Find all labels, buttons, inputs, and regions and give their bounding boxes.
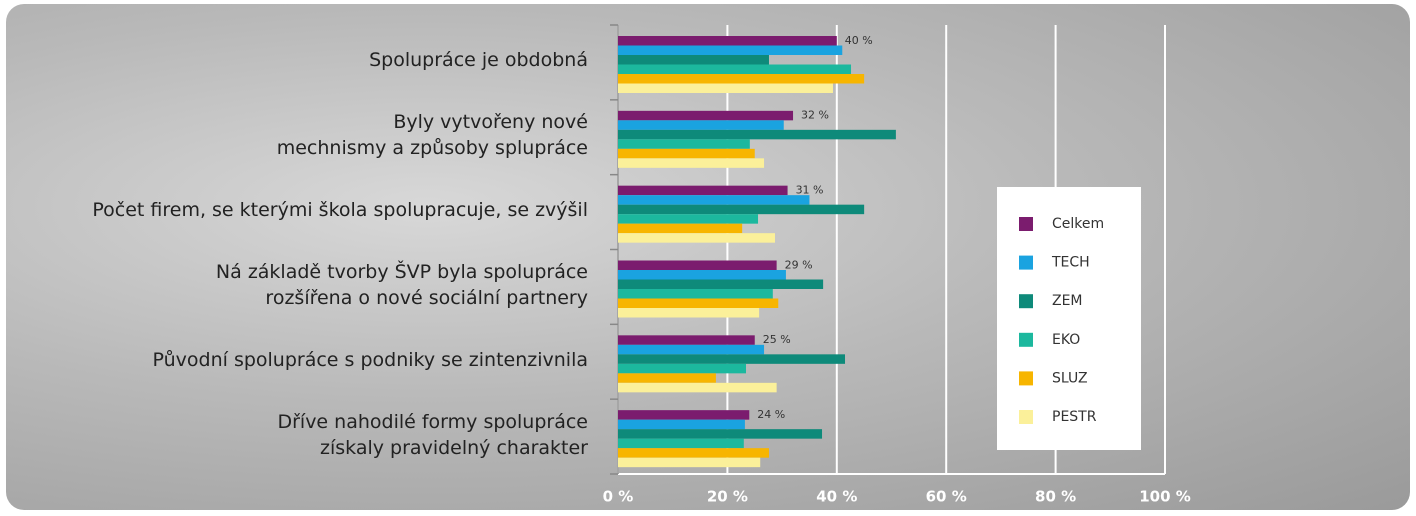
legend-swatch xyxy=(1019,333,1033,347)
bar xyxy=(618,186,788,196)
bar xyxy=(618,299,778,309)
value-label: 25 % xyxy=(763,333,791,346)
bar xyxy=(618,65,851,75)
value-label: 29 % xyxy=(785,258,813,271)
bar xyxy=(618,364,746,374)
bar xyxy=(618,214,758,224)
x-tick-label: 80 % xyxy=(1035,488,1076,506)
bar xyxy=(618,158,764,168)
value-label: 31 % xyxy=(796,183,824,196)
x-tick-label: 100 % xyxy=(1139,488,1191,506)
bar xyxy=(618,439,744,449)
x-tick-label: 60 % xyxy=(926,488,967,506)
bar xyxy=(618,458,760,468)
bar xyxy=(618,383,777,393)
bar xyxy=(618,429,822,439)
category-label: Ná základě tvorby ŠVP byla spolupráce ro… xyxy=(28,259,588,311)
x-tick-label: 40 % xyxy=(816,488,857,506)
page: 0 % 20 % 40 % 60 % 80 % 100 % 40 % 32 % 31 % 29 %… xyxy=(0,0,1416,516)
legend-swatch xyxy=(1019,294,1033,308)
bar xyxy=(618,111,793,121)
bar xyxy=(618,46,842,56)
bar xyxy=(618,74,864,84)
bar xyxy=(618,120,784,130)
bar xyxy=(618,308,759,318)
bar xyxy=(618,130,896,140)
legend-label: Celkem xyxy=(1052,216,1104,232)
legend-swatch xyxy=(1019,256,1033,270)
category-label: Dříve nahodilé formy spolupráce získaly … xyxy=(28,409,588,461)
bar xyxy=(618,205,864,215)
bar xyxy=(618,55,769,65)
bar xyxy=(618,373,716,383)
legend-label: EKO xyxy=(1052,332,1080,348)
bar xyxy=(618,420,745,430)
legend-swatch xyxy=(1019,217,1033,231)
legend-swatch xyxy=(1019,371,1033,385)
value-label: 32 % xyxy=(801,109,829,122)
bar xyxy=(618,335,755,345)
bar xyxy=(618,289,773,299)
bar xyxy=(618,345,764,355)
bar xyxy=(618,139,750,149)
value-label: 40 % xyxy=(845,34,873,47)
bar xyxy=(618,233,775,243)
bar xyxy=(618,261,777,271)
x-tick-label: 0 % xyxy=(603,488,634,506)
category-label: Spolupráce je obdobná xyxy=(28,47,588,73)
bar xyxy=(618,36,837,46)
bar xyxy=(618,280,823,290)
legend-label: SLUZ xyxy=(1052,370,1088,386)
bar xyxy=(618,195,809,205)
bar xyxy=(618,270,786,280)
bar xyxy=(618,354,845,364)
legend-label: ZEM xyxy=(1052,293,1083,309)
legend-label: TECH xyxy=(1051,255,1090,271)
bar xyxy=(618,410,749,420)
bar xyxy=(618,448,769,458)
category-label: Byly vytvořeny nové mechnismy a způsoby … xyxy=(28,109,588,161)
category-label: Počet firem, se kterými škola spolupracu… xyxy=(28,197,588,223)
legend-swatch xyxy=(1019,410,1033,424)
bar xyxy=(618,149,755,159)
bar xyxy=(618,224,742,234)
legend-label: PESTR xyxy=(1052,409,1097,425)
value-label: 24 % xyxy=(757,408,785,421)
bar xyxy=(618,84,833,94)
x-tick-label: 20 % xyxy=(707,488,748,506)
category-label: Původní spolupráce s podniky se zintenzi… xyxy=(28,347,588,373)
